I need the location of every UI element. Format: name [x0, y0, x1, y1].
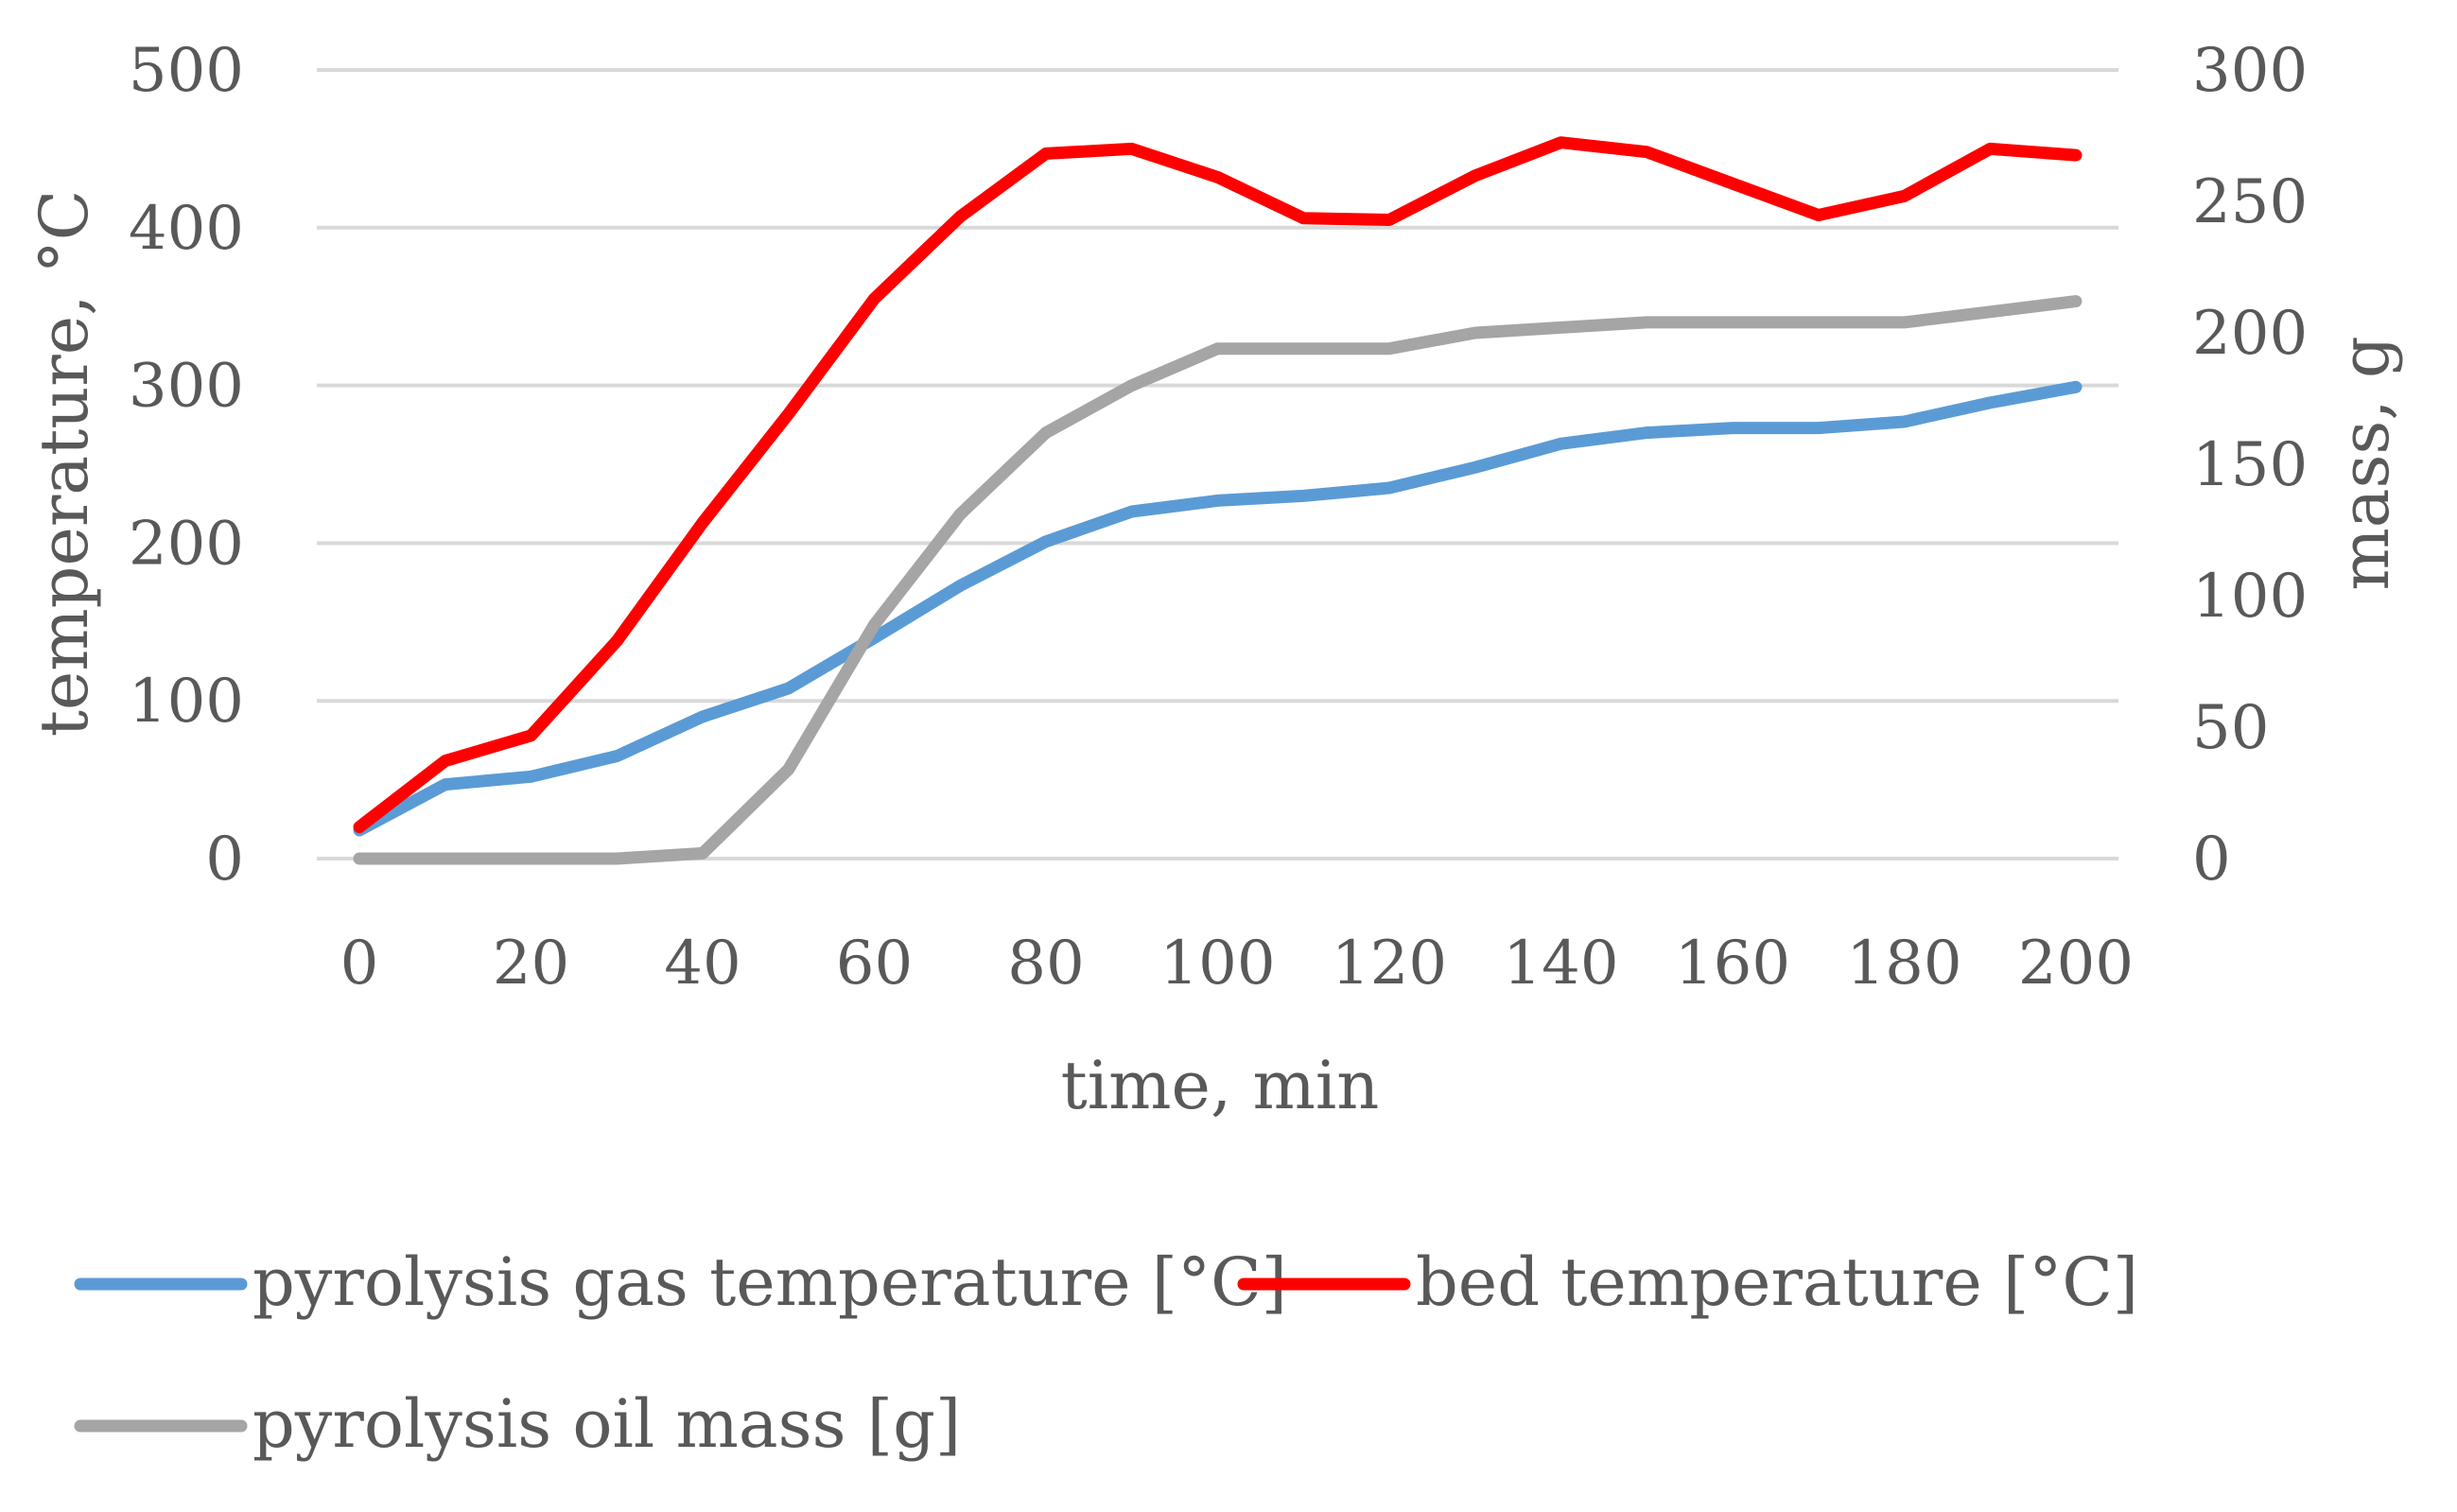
y-tick-label: 300: [129, 352, 244, 422]
legend: pyrolysis gas temperature [°C] bed temper…: [74, 1243, 2138, 1463]
y-tick-label: 500: [129, 36, 244, 106]
x-tick-label: 180: [1846, 929, 1961, 999]
x-axis-title: time, min: [1061, 1047, 1380, 1124]
y-tick-label: 0: [205, 825, 244, 895]
y2-tick-label: 300: [2192, 36, 2308, 106]
x-tick-label: 120: [1332, 929, 1447, 999]
axes: time, min temperature, °C mass, g 0 100 20…: [26, 36, 2404, 1124]
legend-label: bed temperature [°C]: [1416, 1243, 2138, 1321]
y2-tick-label: 150: [2192, 430, 2308, 500]
x-tick-label: 100: [1159, 929, 1275, 999]
series-lines: [353, 136, 2082, 865]
y2-tick-label: 250: [2192, 167, 2308, 237]
y-axis-title: temperature, °C: [26, 190, 103, 738]
y2-tick-label: 0: [2192, 825, 2231, 895]
gridlines: [317, 68, 2118, 860]
y-tick-label: 400: [129, 194, 244, 264]
y2-tick-label: 50: [2192, 693, 2269, 763]
x-tick-label: 40: [664, 929, 741, 999]
legend-label: pyrolysis oil mass [g]: [253, 1385, 961, 1463]
x-tick-label: 80: [1007, 929, 1084, 999]
x-tick-label: 200: [2018, 929, 2134, 999]
bed-temperature-line: [353, 136, 2082, 834]
pyrolysis-oil-mass-line: [353, 295, 2082, 865]
pyrolysis-gas-temperature-line: [353, 380, 2082, 837]
legend-label: pyrolysis gas temperature [°C]: [253, 1243, 1287, 1321]
x-tick-label: 0: [340, 929, 379, 999]
x-tick-label: 140: [1503, 929, 1618, 999]
y-tick-label: 100: [129, 667, 244, 737]
x-tick-label: 60: [836, 929, 913, 999]
y2-axis-title: mass, g: [2326, 336, 2404, 590]
y2-tick-label: 200: [2192, 299, 2308, 369]
y-tick-label: 200: [129, 509, 244, 579]
x-tick-label: 20: [493, 929, 569, 999]
y2-tick-label: 100: [2192, 562, 2308, 632]
x-tick-label: 160: [1675, 929, 1790, 999]
